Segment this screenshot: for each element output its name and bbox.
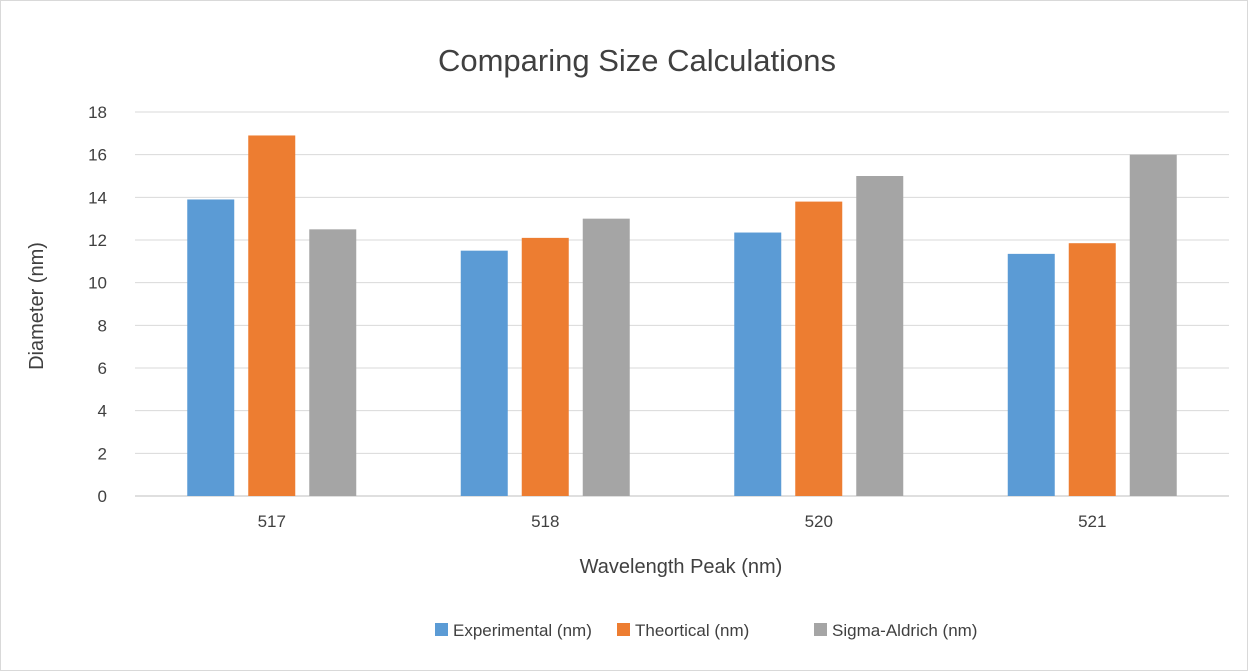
legend-label: Sigma-Aldrich (nm) [832,621,977,640]
chart-title: Comparing Size Calculations [438,43,836,78]
legend-label: Theortical (nm) [635,621,749,640]
legend: Experimental (nm) Theortical (nm) Sigma-Al… [435,621,977,640]
y-tick-label: 14 [88,188,107,207]
legend-label: Experimental (nm) [453,621,592,640]
bar-518-series-2 [521,237,569,496]
y-tick-label: 16 [88,146,107,165]
bar-521-series-2 [1068,243,1116,496]
bar-520-series-2 [795,201,843,496]
y-tick-label: 10 [88,274,107,293]
y-tick-label: 2 [98,444,107,463]
legend-swatch [814,623,827,636]
legend-swatch [617,623,630,636]
bar-517-series-3 [309,229,357,497]
x-axis-ticks: 517 518 520 521 [258,512,1107,531]
legend-swatch [435,623,448,636]
bar-518-series-3 [582,218,630,496]
y-tick-label: 6 [98,359,107,378]
y-tick-label: 8 [98,316,107,335]
x-tick-label: 518 [531,512,559,531]
bar-520-series-1 [734,232,782,497]
x-tick-label: 521 [1078,512,1106,531]
x-axis-label: Wavelength Peak (nm) [580,556,783,578]
bar-518-series-1 [460,250,508,496]
y-tick-label: 4 [98,402,107,421]
y-tick-label: 0 [98,487,107,506]
bar-517-series-2 [248,135,296,496]
x-tick-label: 517 [258,512,286,531]
y-tick-label: 12 [88,231,107,250]
bar-521-series-1 [1007,253,1055,496]
x-tick-label: 520 [805,512,833,531]
bar-517-series-1 [187,199,235,496]
y-axis-label: Diameter (nm) [26,242,48,370]
y-tick-label: 18 [88,103,107,122]
bar-521-series-3 [1129,154,1177,496]
bars [187,135,1177,497]
y-axis-ticks: 0 2 4 6 8 10 12 14 16 18 [88,103,107,506]
gridlines [135,111,1229,497]
bar-520-series-3 [856,176,904,496]
